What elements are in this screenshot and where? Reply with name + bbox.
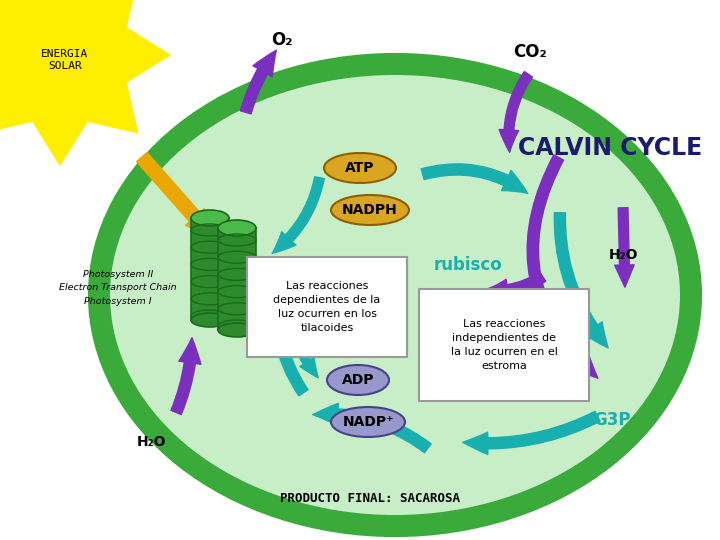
Ellipse shape xyxy=(90,55,700,535)
FancyArrowPatch shape xyxy=(287,326,318,378)
Text: ATP: ATP xyxy=(346,161,374,175)
Ellipse shape xyxy=(191,313,229,327)
Text: Las reacciones
independientes de
la luz ocurren en el
estroma: Las reacciones independientes de la luz … xyxy=(451,319,557,371)
Text: O₂: O₂ xyxy=(271,31,293,49)
FancyArrowPatch shape xyxy=(482,272,546,301)
Ellipse shape xyxy=(324,153,396,183)
FancyArrowPatch shape xyxy=(615,208,634,287)
FancyArrowPatch shape xyxy=(273,258,308,396)
FancyArrowPatch shape xyxy=(463,411,600,455)
Ellipse shape xyxy=(327,365,389,395)
FancyArrowPatch shape xyxy=(272,177,324,253)
Text: NADP⁺: NADP⁺ xyxy=(342,415,394,429)
FancyArrowPatch shape xyxy=(171,338,201,415)
Ellipse shape xyxy=(218,220,256,236)
Ellipse shape xyxy=(331,195,409,225)
Text: G3P: G3P xyxy=(593,411,631,429)
Text: Photosystem II
Electron Transport Chain
Photosystem I: Photosystem II Electron Transport Chain … xyxy=(59,271,177,306)
FancyArrowPatch shape xyxy=(421,164,528,193)
Text: H₂O: H₂O xyxy=(138,435,167,449)
Polygon shape xyxy=(0,0,170,165)
Text: CALVIN CYCLE: CALVIN CYCLE xyxy=(518,136,702,160)
Text: ADP: ADP xyxy=(342,373,374,387)
Text: rubisco: rubisco xyxy=(433,256,503,274)
FancyArrowPatch shape xyxy=(240,50,276,114)
FancyArrowPatch shape xyxy=(137,152,213,238)
Text: Las reacciones
dependientes de la
luz ocurren en los
tilacoides: Las reacciones dependientes de la luz oc… xyxy=(274,281,381,333)
FancyArrowPatch shape xyxy=(554,213,608,348)
FancyArrowPatch shape xyxy=(499,72,533,152)
Bar xyxy=(218,228,256,330)
FancyArrowPatch shape xyxy=(312,403,431,453)
Ellipse shape xyxy=(191,210,229,226)
Bar xyxy=(191,218,229,320)
Text: H₂O: H₂O xyxy=(609,248,639,262)
Text: NADPH: NADPH xyxy=(342,203,398,217)
FancyArrowPatch shape xyxy=(527,155,598,378)
Text: PRODUCTO FINAL: SACAROSA: PRODUCTO FINAL: SACAROSA xyxy=(280,491,460,504)
Ellipse shape xyxy=(110,75,680,515)
Ellipse shape xyxy=(218,323,256,337)
FancyBboxPatch shape xyxy=(419,289,589,401)
FancyBboxPatch shape xyxy=(247,257,407,357)
Ellipse shape xyxy=(331,407,405,437)
Text: ENERGIA
SOLAR: ENERGIA SOLAR xyxy=(41,49,89,71)
Text: CO₂: CO₂ xyxy=(513,43,547,61)
